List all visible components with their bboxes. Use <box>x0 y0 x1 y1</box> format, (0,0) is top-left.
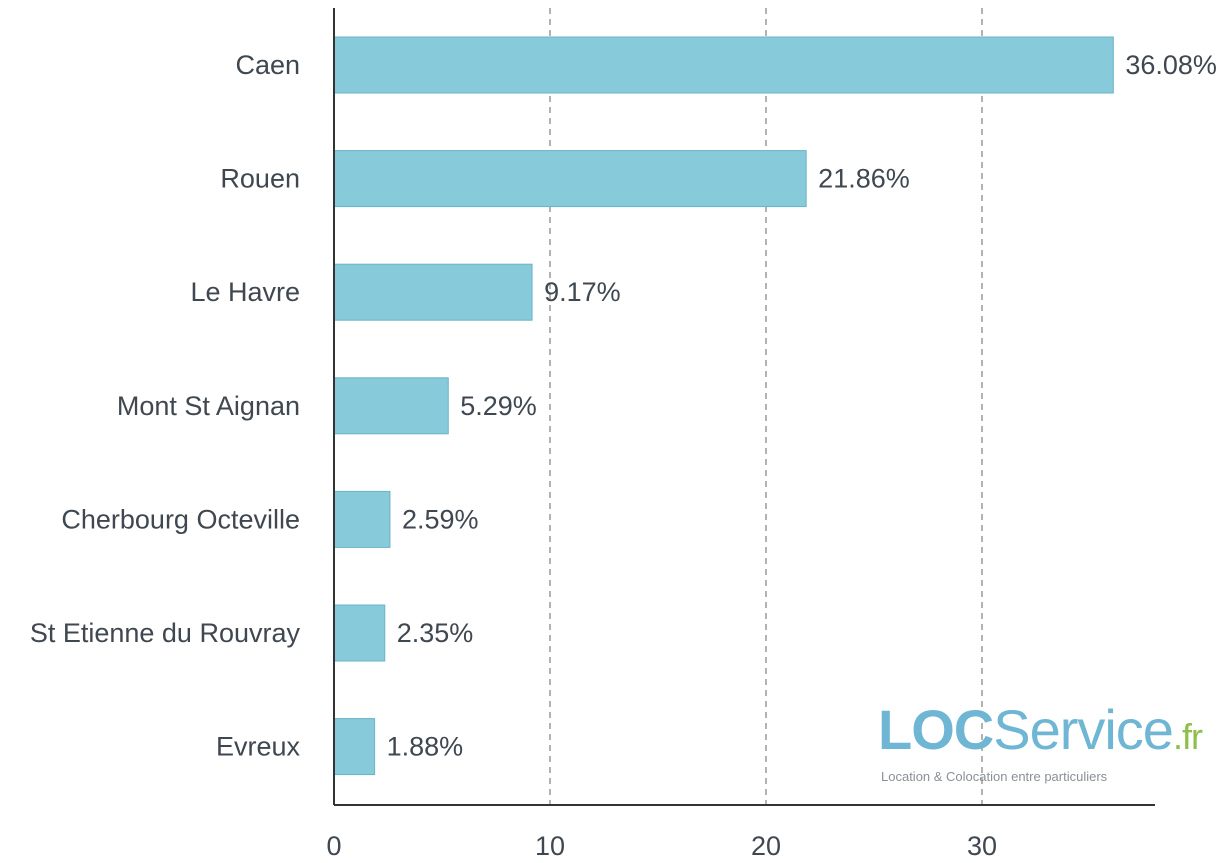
bar <box>333 150 807 208</box>
category-label: St Etienne du Rouvray <box>30 618 301 648</box>
bar <box>333 490 391 548</box>
value-label: 2.59% <box>402 504 479 534</box>
logo-service: Service <box>993 698 1174 761</box>
logo-wordmark: LOCService.fr <box>878 698 1203 767</box>
category-label: Evreux <box>216 732 301 762</box>
logo-loc: LOC <box>878 698 994 761</box>
value-label: 9.17% <box>544 277 621 307</box>
value-label: 5.29% <box>460 391 537 421</box>
bar <box>333 718 376 776</box>
value-label: 21.86% <box>818 164 910 194</box>
category-label: Rouen <box>220 164 300 194</box>
logo-fr: .fr <box>1172 716 1203 757</box>
bar <box>333 377 449 435</box>
x-tick-label: 30 <box>967 831 997 861</box>
locservice-logo: LOCService.fr Location & Colocation entr… <box>878 698 1203 785</box>
x-tick-label: 20 <box>751 831 781 861</box>
x-tick-label: 10 <box>535 831 565 861</box>
category-label: Caen <box>235 50 300 80</box>
value-label: 2.35% <box>397 618 474 648</box>
category-label: Cherbourg Octeville <box>61 504 300 534</box>
bar <box>333 263 533 321</box>
bar <box>333 604 386 662</box>
x-tick-label: 0 <box>326 831 341 861</box>
category-label: Mont St Aignan <box>117 391 300 421</box>
value-label: 36.08% <box>1125 50 1217 80</box>
category-label: Le Havre <box>190 277 300 307</box>
bar <box>333 36 1114 94</box>
logo-tagline: Location & Colocation entre particuliers <box>881 769 1108 784</box>
value-label: 1.88% <box>387 732 464 762</box>
